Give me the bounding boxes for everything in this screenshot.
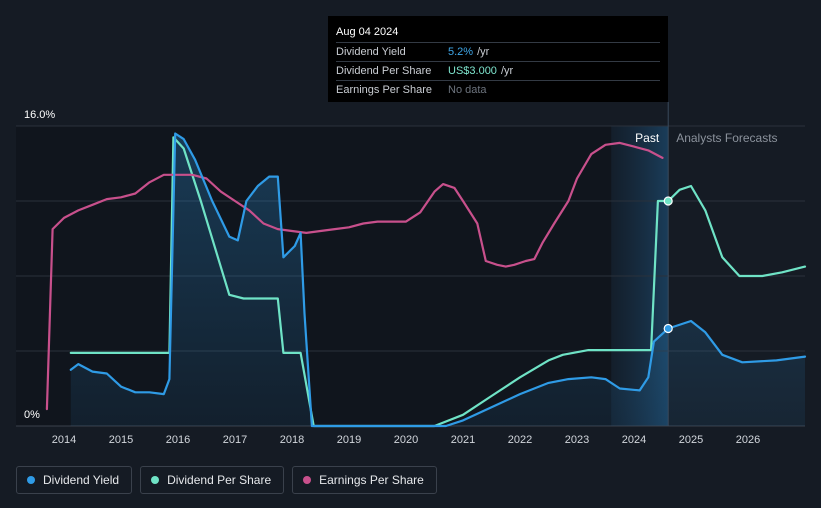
tooltip-label: Dividend Per Share [336,65,432,77]
dividend-yield-line [69,132,807,428]
legend-item-earnings-per-share[interactable]: Earnings Per Share [292,466,437,494]
earnings-per-share-line [45,141,664,411]
tooltip-value: US$3.000 [448,65,497,77]
x-tick-label: 2024 [622,434,646,446]
legend-dot-icon [151,476,160,484]
tooltip-value: 5.2% [448,46,474,58]
tooltip-label: Dividend Yield [336,46,406,58]
tooltip-date: Aug 04 2024 [336,22,660,43]
marker-dot [663,323,673,334]
tooltip-row-dividend-per-share: Dividend Per Share US$3.000 /yr [336,62,660,81]
x-tick-label: 2026 [736,434,760,446]
x-tick-label: 2020 [394,434,418,446]
dividend-per-share-line [69,136,807,428]
y-tick-label: 0% [24,409,40,421]
tooltip-unit: /yr [500,65,514,77]
dividend-yield-area [70,133,806,426]
tooltip: Aug 04 2024 Dividend Yield 5.2% /yr Divi… [328,16,668,102]
x-tick-label: 2022 [508,434,532,446]
x-tick-label: 2019 [337,434,361,446]
tooltip-unit: /yr [477,46,490,58]
past-region-label: Past [635,131,660,145]
axis-labels: 2014 2015 2016 2017 2018 2019 2020 2021 2022 2023… [24,109,760,446]
x-tick-label: 2023 [565,434,589,446]
legend-label: Dividend Per Share [167,473,272,487]
x-tick-label: 2018 [280,434,304,446]
legend-item-dividend-yield[interactable]: Dividend Yield [16,466,133,494]
legend-item-dividend-per-share[interactable]: Dividend Per Share [140,466,285,494]
y-tick-label: 16.0% [24,109,55,121]
x-tick-label: 2017 [223,434,247,446]
x-tick-label: 2021 [451,434,475,446]
legend: Dividend Yield Dividend Per Share Earnin… [16,466,437,494]
x-tick-label: 2015 [109,434,133,446]
marker-layer [663,196,673,334]
series-layer [45,132,807,428]
legend-label: Earnings Per Share [319,473,424,487]
tooltip-label: Earnings Per Share [336,84,432,96]
x-tick-label: 2016 [166,434,190,446]
tooltip-value: No data [448,84,487,96]
legend-dot-icon [27,476,35,484]
forecast-region-label: Analysts Forecasts [676,131,777,145]
tooltip-row-earnings-per-share: Earnings Per Share No data [336,81,660,99]
tooltip-row-dividend-yield: Dividend Yield 5.2% /yr [336,43,660,62]
x-tick-label: 2014 [52,434,76,446]
marker-dot [663,196,673,206]
legend-dot-icon [303,476,312,484]
legend-label: Dividend Yield [43,473,120,487]
x-tick-label: 2025 [679,434,703,446]
